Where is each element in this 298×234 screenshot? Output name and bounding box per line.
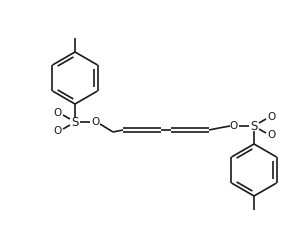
Text: S: S (250, 120, 258, 132)
Text: O: O (54, 126, 62, 136)
Text: O: O (267, 112, 275, 122)
Text: O: O (230, 121, 238, 131)
Text: O: O (91, 117, 99, 127)
Text: O: O (267, 130, 275, 140)
Text: O: O (54, 108, 62, 118)
Text: S: S (71, 116, 79, 128)
